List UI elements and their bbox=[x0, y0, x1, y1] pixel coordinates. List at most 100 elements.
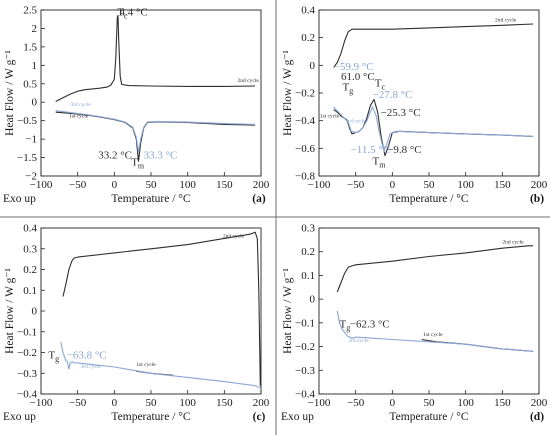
y-tick-label: −0.3 bbox=[17, 368, 37, 380]
annotation-text: 2nd cycle bbox=[223, 233, 245, 239]
annotation-text: 33.3 °C bbox=[144, 149, 178, 161]
annotation-text: 3rd cycle bbox=[70, 102, 91, 108]
x-tick-label: 100 bbox=[457, 397, 474, 409]
y-tick-label: 2 bbox=[32, 23, 38, 35]
cycle-label: 3rd cycle bbox=[81, 364, 102, 370]
y-tick-label: 0 bbox=[310, 294, 316, 306]
y-tick-label: 1.5 bbox=[23, 41, 37, 53]
annotation-subscript: m bbox=[379, 161, 386, 170]
annotation: Tg bbox=[342, 81, 353, 95]
y-tick-label: −2 bbox=[25, 171, 37, 183]
x-tick-label: 0 bbox=[112, 179, 118, 191]
y-tick-label: 2.5 bbox=[23, 5, 37, 17]
y-tick-label: −0.6 bbox=[295, 143, 315, 155]
annotation-subscript: g bbox=[346, 324, 350, 333]
x-tick-label: −50 bbox=[69, 397, 87, 409]
y-tick-label: 0.2 bbox=[301, 32, 315, 44]
panel-label: (a) bbox=[252, 193, 266, 205]
y-tick-label: −0.1 bbox=[295, 317, 315, 329]
panel-label: (d) bbox=[530, 411, 544, 423]
x-tick-label: 200 bbox=[531, 179, 548, 191]
y-axis-label: Heat Flow / W g⁻¹ bbox=[282, 268, 294, 354]
plot-frame bbox=[40, 227, 262, 395]
annotation-text: T bbox=[340, 319, 347, 331]
x-tick-label: 0 bbox=[112, 397, 118, 409]
x-tick-label: 150 bbox=[494, 397, 511, 409]
series-line-2nd-cycle bbox=[333, 23, 534, 68]
x-tick-label: 200 bbox=[531, 397, 548, 409]
y-tick-label: −0.2 bbox=[295, 88, 315, 100]
cycle-label: 3rd cycle bbox=[348, 338, 369, 344]
cycle-label: 2nd cycle bbox=[502, 239, 524, 245]
annotation-text: 1st cycle bbox=[320, 113, 340, 119]
panel-2: −100 −50 0 50 100 150 200 0.4 0.3 0.2 0.1 0 −0.1 −0.2… bbox=[3, 223, 270, 424]
annotation-text: 2nd cycle bbox=[238, 78, 260, 84]
cycle-label: 2nd cycle bbox=[238, 78, 260, 84]
panel-label: (b) bbox=[530, 193, 544, 205]
x-tick-label: 50 bbox=[146, 179, 158, 191]
y-tick-label: −0.4 bbox=[295, 389, 315, 401]
cycle-label: 2nd cycle bbox=[495, 17, 517, 23]
annotation-text: 61.0 °C bbox=[341, 71, 375, 83]
x-tick-label: 50 bbox=[424, 397, 436, 409]
annotation: Tg bbox=[340, 319, 351, 333]
cycle-label: 1st cycle bbox=[320, 113, 340, 119]
y-tick-label: −0.4 bbox=[295, 115, 315, 127]
y-tick-label: 0.2 bbox=[301, 246, 315, 258]
y-tick-label: 0 bbox=[32, 97, 38, 109]
annotation: −11.5 °C bbox=[351, 144, 391, 156]
panel-0: −100 −50 0 50 100 150 200 2.5 2 1.5 1 0.5 0 −0.5 −1 −1.… bbox=[3, 5, 270, 206]
exo-up-note: Exo up bbox=[281, 411, 314, 423]
annotation-subscript: g bbox=[349, 86, 353, 95]
annotation: Tm bbox=[373, 156, 387, 170]
x-axis-label: Temperature / °C bbox=[111, 193, 190, 205]
annotation-text: 1st cycle bbox=[69, 114, 89, 120]
series-line-3rd-cycle bbox=[333, 106, 534, 152]
annotation-text: 3rd cycle bbox=[345, 118, 366, 124]
y-tick-label: 0.3 bbox=[23, 243, 37, 255]
x-tick-label: −100 bbox=[30, 397, 53, 409]
x-tick-label: 100 bbox=[457, 179, 474, 191]
annotation: 4.4 °C bbox=[119, 7, 147, 19]
annotation: 33.3 °C bbox=[144, 149, 178, 161]
annotation: Tg bbox=[48, 350, 59, 364]
panel-1: −100 −50 0 50 100 150 200 0.4 0.2 0 −0.2 −0.4 −0.6 −0… bbox=[282, 5, 548, 206]
annotation-text: 1st cycle bbox=[423, 332, 443, 338]
y-tick-label: 0.3 bbox=[301, 223, 315, 235]
x-tick-label: −100 bbox=[308, 179, 331, 191]
y-tick-label: 0.4 bbox=[23, 223, 37, 235]
annotation-subscript: m bbox=[138, 162, 145, 171]
x-tick-label: 0 bbox=[390, 179, 396, 191]
cycle-label: 3rd cycle bbox=[70, 102, 91, 108]
plot-frame bbox=[318, 227, 540, 395]
x-tick-label: −50 bbox=[347, 179, 365, 191]
y-tick-label: 0 bbox=[310, 60, 316, 72]
y-tick-label: 0.5 bbox=[23, 78, 37, 90]
annotation: −63.8 °C bbox=[67, 350, 107, 362]
annotation: Tc bbox=[117, 7, 128, 21]
annotation-text: −62.3 °C bbox=[350, 319, 390, 331]
annotation-subscript: g bbox=[55, 355, 59, 364]
cycle-label: 2nd cycle bbox=[223, 233, 245, 239]
annotation-subscript: c bbox=[124, 12, 128, 21]
x-tick-label: 100 bbox=[179, 179, 196, 191]
y-axis-label: Heat Flow / W g⁻¹ bbox=[4, 50, 16, 136]
annotation-text: T bbox=[117, 7, 124, 19]
y-tick-label: 0.2 bbox=[23, 264, 37, 276]
x-tick-label: 0 bbox=[390, 397, 396, 409]
series-line-3rd-cycle bbox=[336, 310, 534, 352]
y-tick-label: −0.3 bbox=[295, 365, 315, 377]
exo-up-note: Exo up bbox=[3, 411, 36, 423]
annotation-text: 2nd cycle bbox=[495, 17, 517, 23]
y-tick-label: 0.1 bbox=[23, 285, 37, 297]
annotation-text: −59.9 °C bbox=[334, 61, 374, 73]
y-tick-label: 0.1 bbox=[301, 270, 315, 282]
annotation-text: T bbox=[131, 157, 138, 169]
x-tick-label: 100 bbox=[179, 397, 196, 409]
annotation-text: T bbox=[373, 156, 380, 168]
annotation-text: T bbox=[342, 81, 349, 93]
y-tick-label: −0.2 bbox=[295, 341, 315, 353]
x-tick-label: −50 bbox=[347, 397, 365, 409]
x-tick-label: 200 bbox=[253, 179, 270, 191]
